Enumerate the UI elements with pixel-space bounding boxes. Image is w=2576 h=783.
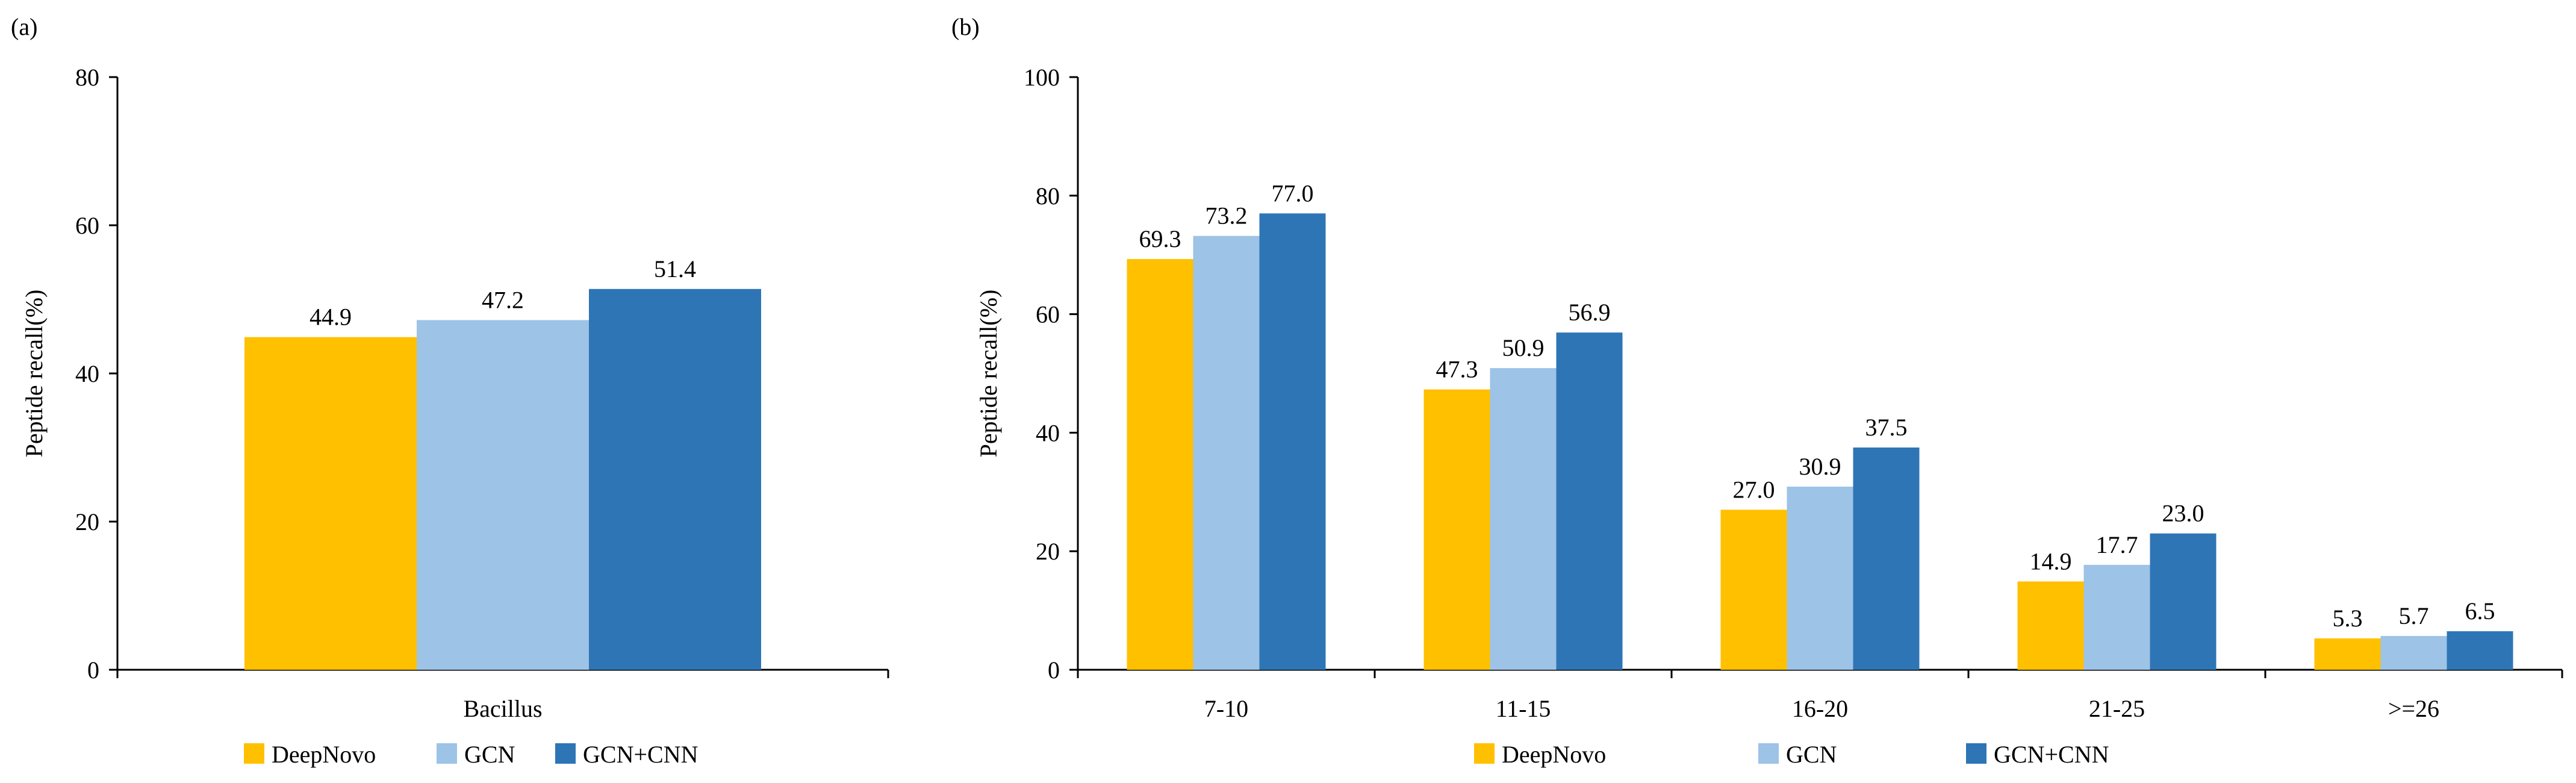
- y-tick-label: 80: [1036, 182, 1060, 210]
- data-label: 5.7: [2399, 602, 2429, 629]
- legend-swatch: [1758, 743, 1779, 764]
- data-label: 69.3: [1139, 225, 1181, 252]
- data-label: 51.4: [654, 255, 696, 282]
- data-label: 30.9: [1799, 453, 1841, 480]
- bar-deepnovo: [2314, 638, 2381, 670]
- bar-gcn: [2380, 635, 2447, 670]
- bar-deepnovo: [2017, 581, 2084, 670]
- data-label: 14.9: [2030, 547, 2072, 575]
- panel-label: (a): [11, 13, 37, 40]
- legend-label: GCN+CNN: [1994, 741, 2109, 768]
- bar-gcn: [1787, 486, 1853, 670]
- data-label: 27.0: [1733, 476, 1775, 503]
- y-axis-title: Peptide recall(%): [20, 290, 48, 458]
- data-label: 50.9: [1502, 334, 1545, 361]
- data-label: 56.9: [1569, 299, 1611, 326]
- y-tick-label: 80: [75, 64, 99, 91]
- bar-gcn-cnn: [1556, 332, 1623, 670]
- data-label: 17.7: [2096, 531, 2138, 558]
- legend-label: GCN+CNN: [583, 741, 698, 768]
- bar-gcn-cnn: [2447, 631, 2513, 670]
- x-tick-label: >=26: [2388, 695, 2439, 722]
- y-tick-label: 0: [1048, 657, 1060, 684]
- legend-label: GCN: [464, 741, 515, 768]
- data-label: 44.9: [310, 304, 352, 331]
- x-tick-label: 7-10: [1204, 695, 1248, 722]
- data-label: 6.5: [2465, 597, 2495, 625]
- data-label: 77.0: [1272, 179, 1314, 207]
- legend-swatch: [1966, 743, 1986, 764]
- bar-gcn: [2083, 564, 2150, 670]
- data-label: 73.2: [1206, 202, 1248, 229]
- y-tick-label: 60: [75, 212, 99, 239]
- bar-gcn-cnn: [2150, 533, 2217, 670]
- legend-swatch: [244, 743, 264, 764]
- legend-label: DeepNovo: [1502, 741, 1606, 768]
- x-tick-label: 11-15: [1496, 695, 1551, 722]
- bar-deepnovo: [244, 337, 417, 670]
- bar-gcn-cnn: [1853, 448, 1920, 670]
- legend-swatch: [555, 743, 576, 764]
- bar-deepnovo: [1423, 389, 1490, 670]
- chart-panel-b: (b) 0 20 40 60 80 100 Peptide recall(%) 7-10 11-1…: [951, 13, 2563, 768]
- panel-label: (b): [951, 13, 980, 40]
- x-tick-label: 16-20: [1792, 695, 1848, 722]
- bar-gcn: [417, 320, 589, 670]
- data-label: 37.5: [1865, 414, 1908, 441]
- data-label: 47.3: [1436, 356, 1478, 383]
- y-tick-label: 40: [1036, 419, 1060, 446]
- data-label: 23.0: [2162, 500, 2204, 527]
- bar-gcn-cnn: [589, 289, 761, 670]
- y-tick-label: 0: [87, 657, 99, 684]
- bar-deepnovo: [1127, 259, 1193, 670]
- legend-swatch: [437, 743, 457, 764]
- y-tick-label: 20: [75, 508, 99, 535]
- bar-gcn-cnn: [1259, 213, 1326, 670]
- y-tick-label: 40: [75, 360, 99, 387]
- y-tick-label: 100: [1024, 64, 1060, 91]
- bar-gcn: [1193, 236, 1260, 670]
- x-tick-label: Bacillus: [463, 695, 542, 722]
- x-tick-label: 21-25: [2089, 695, 2145, 722]
- legend-swatch: [1474, 743, 1495, 764]
- chart-panel-a: (a) 0 20 40 60 80 Peptide recall(%) Bacillus 44.…: [11, 13, 889, 768]
- bar-deepnovo: [1720, 510, 1787, 670]
- data-label: 5.3: [2333, 605, 2363, 632]
- bar-gcn: [1490, 368, 1557, 670]
- data-label: 47.2: [482, 286, 524, 313]
- y-tick-label: 20: [1036, 538, 1060, 565]
- legend-label: GCN: [1786, 741, 1837, 768]
- y-tick-label: 60: [1036, 301, 1060, 328]
- y-axis-title: Peptide recall(%): [975, 290, 1002, 458]
- legend-label: DeepNovo: [272, 741, 376, 768]
